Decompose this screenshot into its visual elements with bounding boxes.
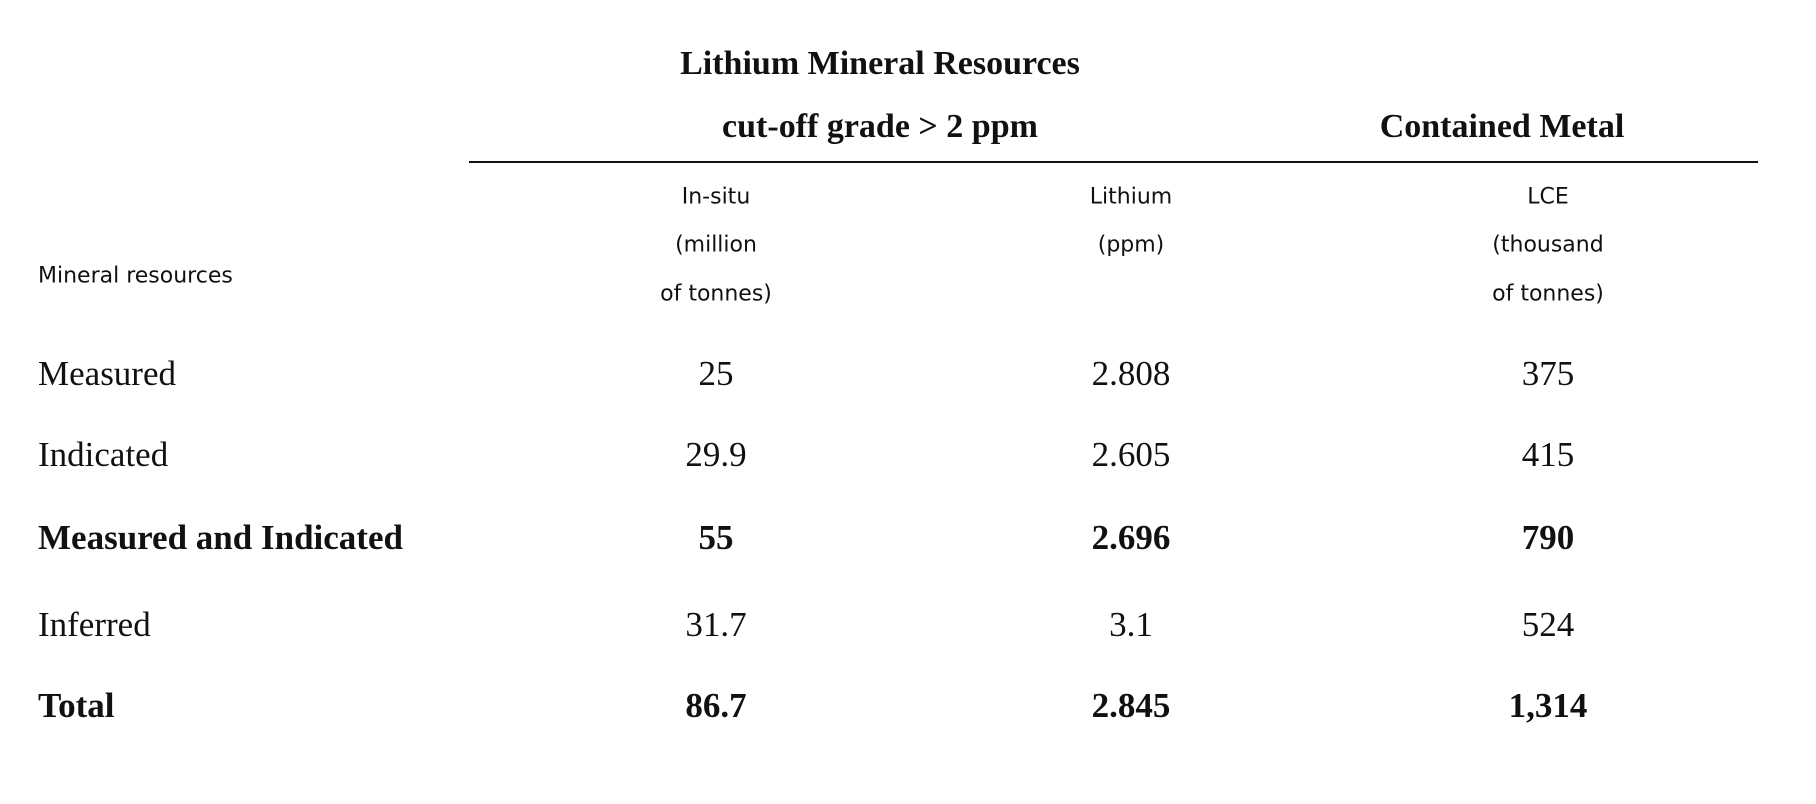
column-header: of tonnes) [1492, 281, 1604, 307]
column-header: In-situ [681, 184, 751, 210]
cell: 55 [698, 518, 734, 557]
cell: 3.1 [1109, 605, 1153, 644]
row-label: Total [38, 686, 115, 725]
subtitle: Contained Metal [1379, 108, 1625, 145]
row-label: Inferred [38, 605, 151, 644]
column-header: LCE [1527, 184, 1569, 210]
column-header: (thousand [1492, 232, 1604, 258]
row-label: Indicated [38, 435, 169, 474]
cell: 415 [1521, 435, 1575, 474]
column-header: Lithium [1089, 184, 1173, 210]
row-label: Measured [38, 354, 177, 393]
row-header: Mineral resources [38, 263, 233, 289]
row-label: Measured and Indicated [38, 518, 403, 557]
cell: 86.7 [685, 686, 747, 725]
cell: 524 [1521, 605, 1575, 644]
cell: 375 [1521, 354, 1575, 393]
column-header: (million [675, 232, 757, 258]
cell: 31.7 [685, 605, 747, 644]
column-header: of tonnes) [660, 281, 772, 307]
cell: 29.9 [685, 435, 747, 474]
column-header: (ppm) [1097, 232, 1165, 258]
cell: 790 [1521, 518, 1575, 557]
cell: 2.696 [1091, 518, 1171, 557]
cell: 25 [698, 354, 734, 393]
table-title: Lithium Mineral Resources [680, 45, 1080, 82]
cell: 2.845 [1091, 686, 1171, 725]
header-rule [469, 161, 1758, 163]
subtitle: cut-off grade > 2 ppm [722, 108, 1038, 145]
cell: 1,314 [1508, 686, 1588, 725]
cell: 2.808 [1091, 354, 1171, 393]
cell: 2.605 [1091, 435, 1171, 474]
